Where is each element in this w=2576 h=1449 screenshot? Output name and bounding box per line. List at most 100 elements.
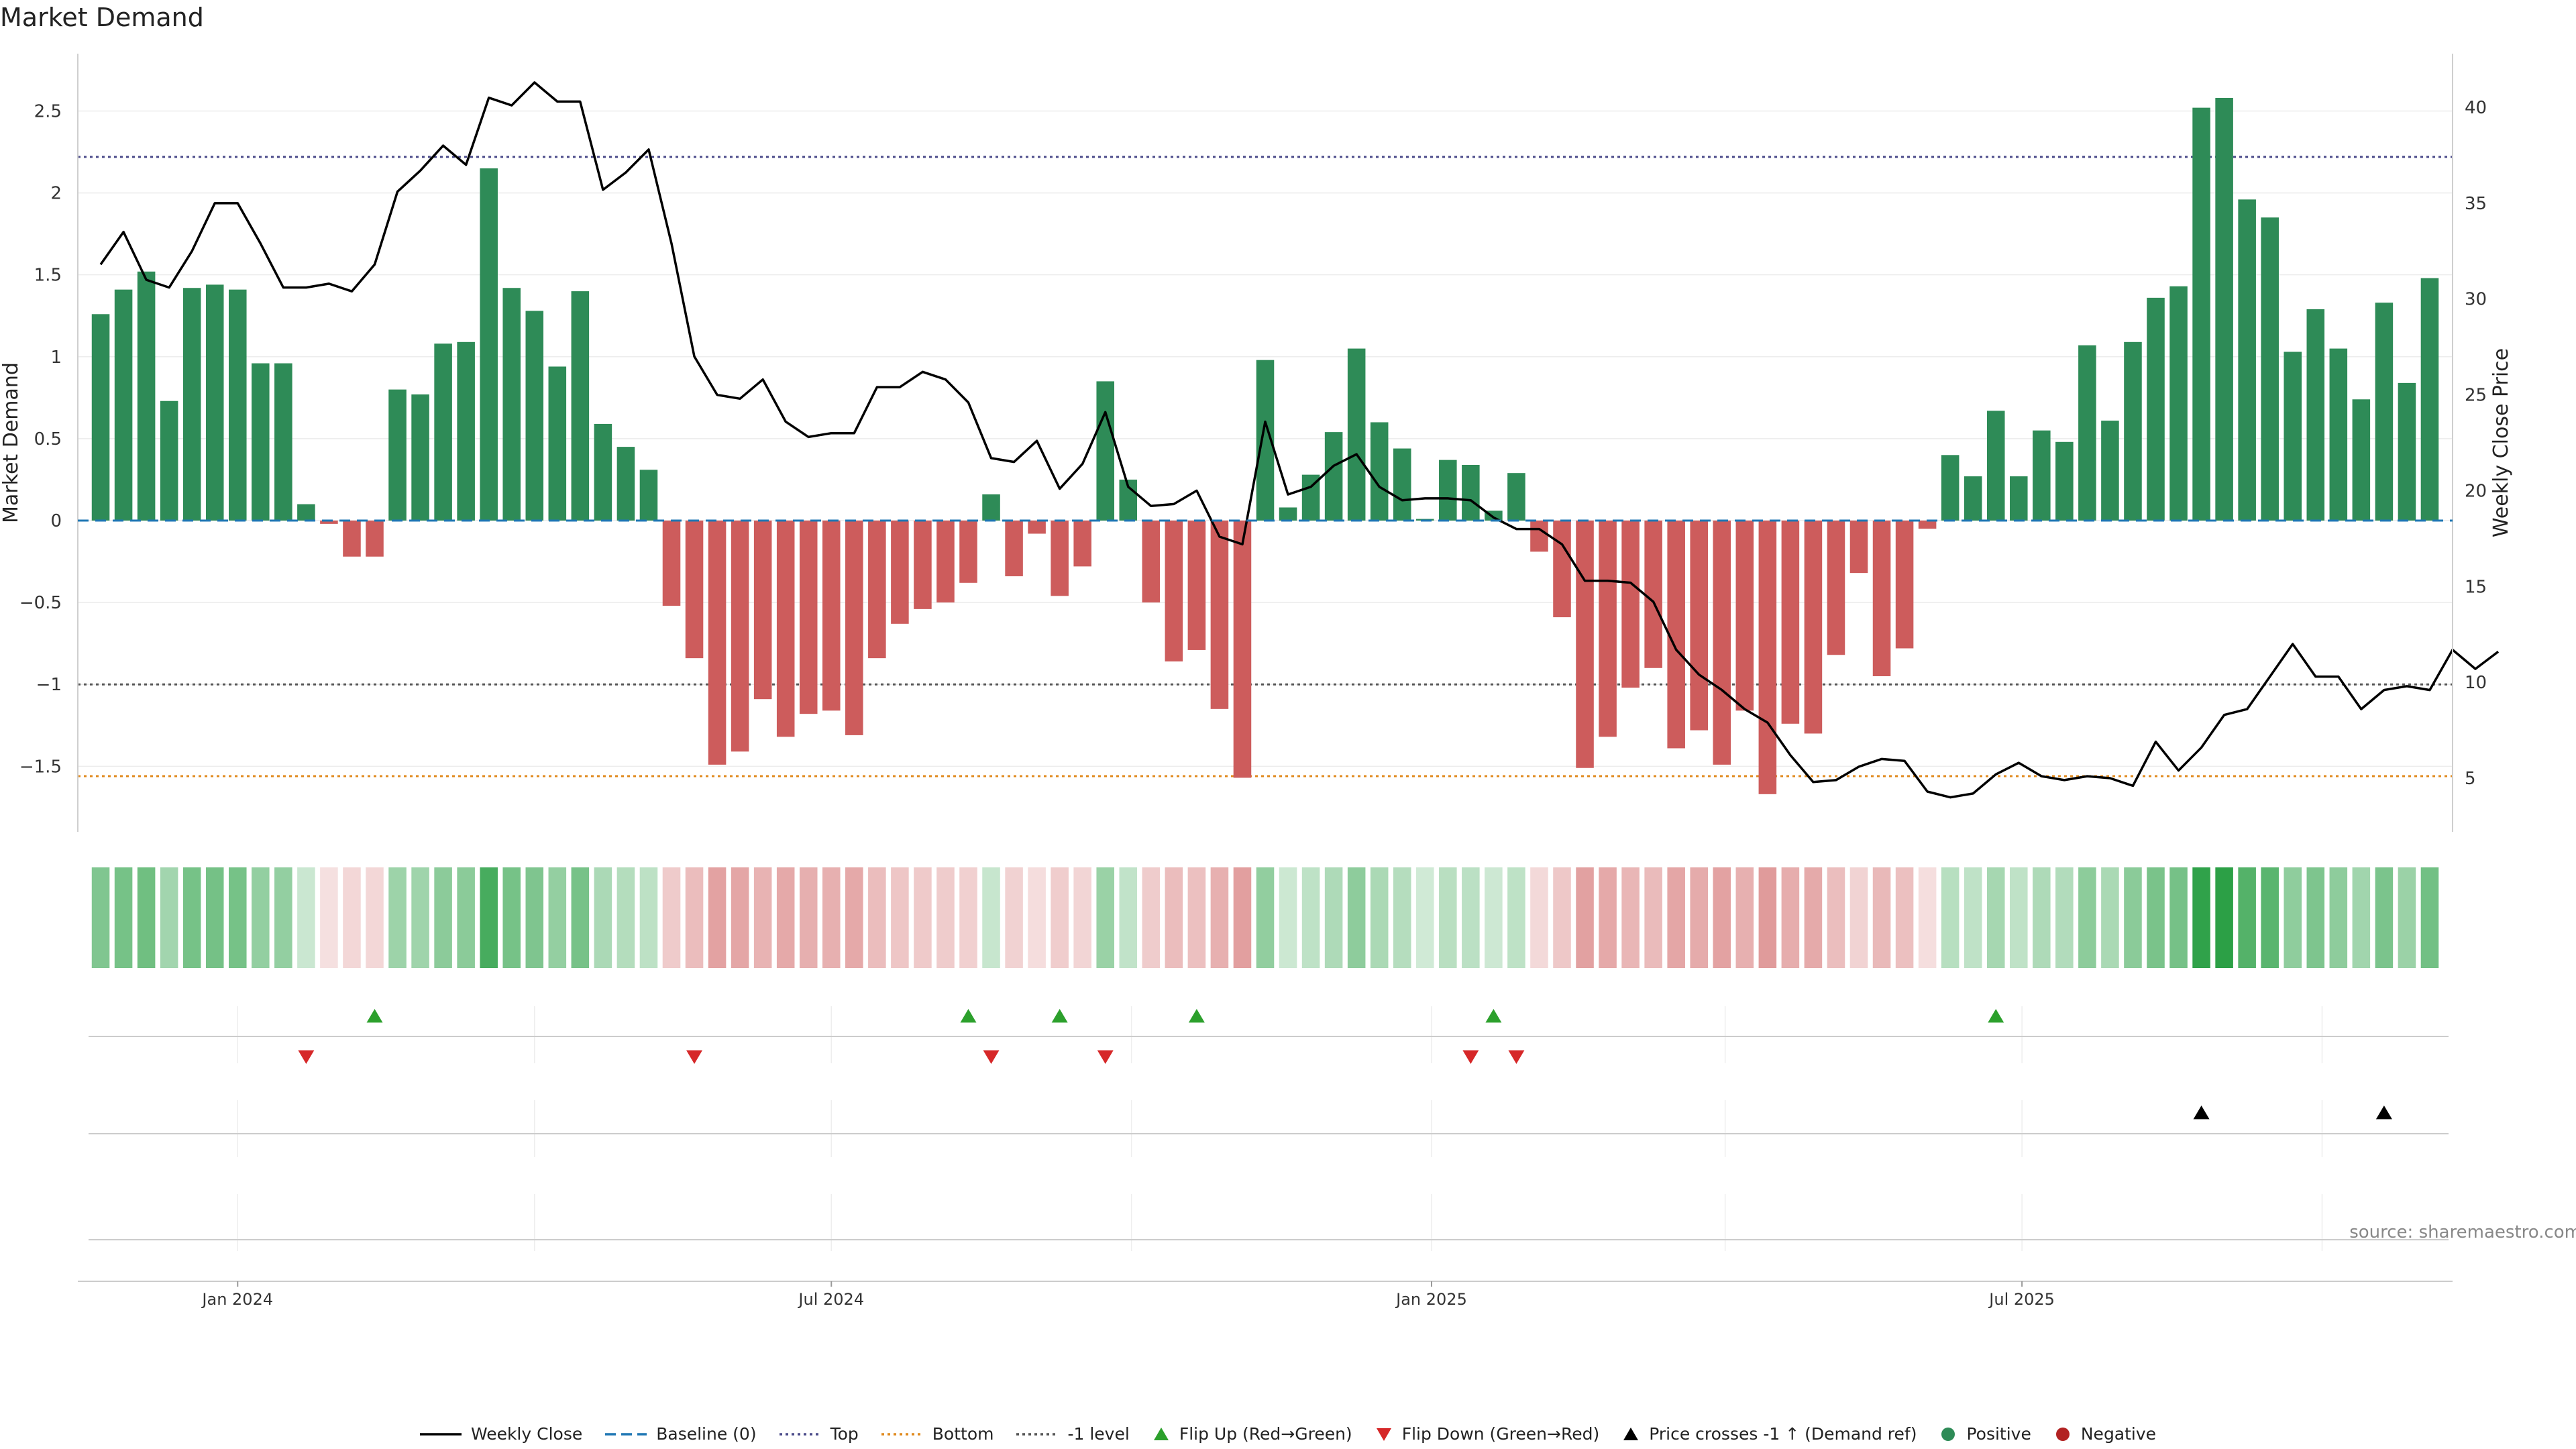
date-axis: Jan 2024 Jul 2024 Jan 2025 Jul 2025 (78, 1281, 2453, 1309)
y-tick-label: −0.5 (19, 593, 62, 613)
flip-down-marker (983, 1050, 1000, 1064)
heat-cell (2033, 867, 2051, 968)
legend-item: -1 level (1016, 1424, 1130, 1444)
legend-item: Weekly Close (419, 1424, 582, 1444)
legend-item: Price crosses -1 ↑ (Demand ref) (1622, 1424, 1917, 1444)
demand-bar (1439, 460, 1457, 521)
flip-down-marker (298, 1050, 315, 1064)
demand-bar (2306, 309, 2325, 521)
y2-tick-label: 20 (2465, 481, 2487, 501)
heat-cell (2261, 867, 2279, 968)
demand-bar (114, 289, 133, 521)
demand-bar (662, 521, 681, 606)
heat-cell (914, 867, 932, 968)
demand-bar (822, 521, 841, 711)
demand-bar (1667, 521, 1685, 749)
demand-bar (320, 521, 338, 524)
heat-cell (411, 867, 429, 968)
legend-label: -1 level (1067, 1424, 1130, 1444)
flip-down-marker (686, 1050, 703, 1064)
flip-up-marker (1188, 1009, 1205, 1023)
heat-cell (1553, 867, 1571, 968)
demand-bar (1941, 455, 1960, 521)
heat-cell (2169, 867, 2188, 968)
demand-bar (708, 521, 727, 765)
y-tick-label: −1 (36, 675, 62, 695)
demand-bar (1986, 411, 2005, 521)
heat-cell (1415, 867, 1434, 968)
demand-bar (297, 504, 315, 521)
demand-bar (616, 447, 635, 521)
legend-item: Flip Up (Red→Green) (1152, 1424, 1352, 1444)
demand-bar (1530, 521, 1548, 552)
heat-cell (731, 867, 749, 968)
demand-bar (1096, 381, 1115, 521)
heat-cell (1028, 867, 1046, 968)
demand-bar (2078, 345, 2096, 521)
demand-bar (1073, 521, 1091, 567)
heat-cell (1713, 867, 1731, 968)
demand-bar (434, 343, 452, 521)
heat-cell (1005, 867, 1023, 968)
heat-cell (2398, 867, 2416, 968)
heat-cell (434, 867, 452, 968)
demand-bar (1370, 422, 1389, 521)
heat-cell (480, 867, 498, 968)
axes: −1.5 −1 −0.5 0 0.5 1 1.5 2 2.5 5 10 15 20 25 30 35 40 Mar… (0, 54, 2513, 832)
demand-bar (1005, 521, 1023, 577)
demand-bar (936, 521, 955, 603)
heat-cell (1576, 867, 1594, 968)
heat-cell (2124, 867, 2142, 968)
demand-bar (1644, 521, 1662, 668)
legend-item: Negative (2054, 1424, 2156, 1444)
heat-cell (457, 867, 475, 968)
y2-tick-label: 35 (2465, 194, 2487, 214)
demand-bar (1553, 521, 1571, 618)
heat-cell (2306, 867, 2325, 968)
demand-bar (1324, 432, 1343, 521)
x-tick-label: Jul 2024 (797, 1290, 864, 1309)
heat-cell (1872, 867, 1891, 968)
y2-axis-label: Weekly Close Price (2489, 348, 2513, 537)
demand-bar (91, 314, 110, 521)
demand-bar (959, 521, 977, 583)
legend-label: Positive (1966, 1424, 2031, 1444)
heat-cell (753, 867, 772, 968)
heat-cell (616, 867, 635, 968)
demand-bar (2192, 107, 2210, 521)
price-line-layer (99, 81, 2500, 799)
heat-cell (1073, 867, 1091, 968)
heat-cell (1804, 867, 1823, 968)
legend-item: Flip Down (Green→Red) (1375, 1424, 1599, 1444)
flip-up-marker (960, 1009, 977, 1023)
heat-cell (160, 867, 178, 968)
demand-bar (1462, 464, 1480, 521)
demand-bar (731, 521, 749, 752)
solid-line-icon (419, 1432, 462, 1436)
heat-cell (1895, 867, 1914, 968)
heat-cell (936, 867, 955, 968)
flip-up-marker (1051, 1009, 1068, 1023)
legend-label: Top (830, 1424, 859, 1444)
heat-cell (891, 867, 909, 968)
x-tick-label: Jan 2025 (1395, 1290, 1467, 1309)
legend-item: Top (779, 1424, 859, 1444)
heat-cell (799, 867, 818, 968)
heat-cell (548, 867, 567, 968)
heat-cell (388, 867, 407, 968)
triangle-up-icon (1153, 1427, 1169, 1440)
heat-cell (2352, 867, 2371, 968)
demand-bar (2398, 382, 2416, 521)
heat-cell (1941, 867, 1960, 968)
dotted-line-icon (1016, 1432, 1059, 1436)
demand-bar (1142, 521, 1161, 603)
heat-cell (2101, 867, 2119, 968)
demand-bar (1393, 448, 1411, 521)
flip-down-marker (1097, 1050, 1114, 1064)
heat-cell (205, 867, 224, 968)
heat-cell (2078, 867, 2096, 968)
dashed-line-icon (605, 1432, 647, 1436)
demand-bar (2329, 348, 2348, 521)
heat-cell (1986, 867, 2005, 968)
